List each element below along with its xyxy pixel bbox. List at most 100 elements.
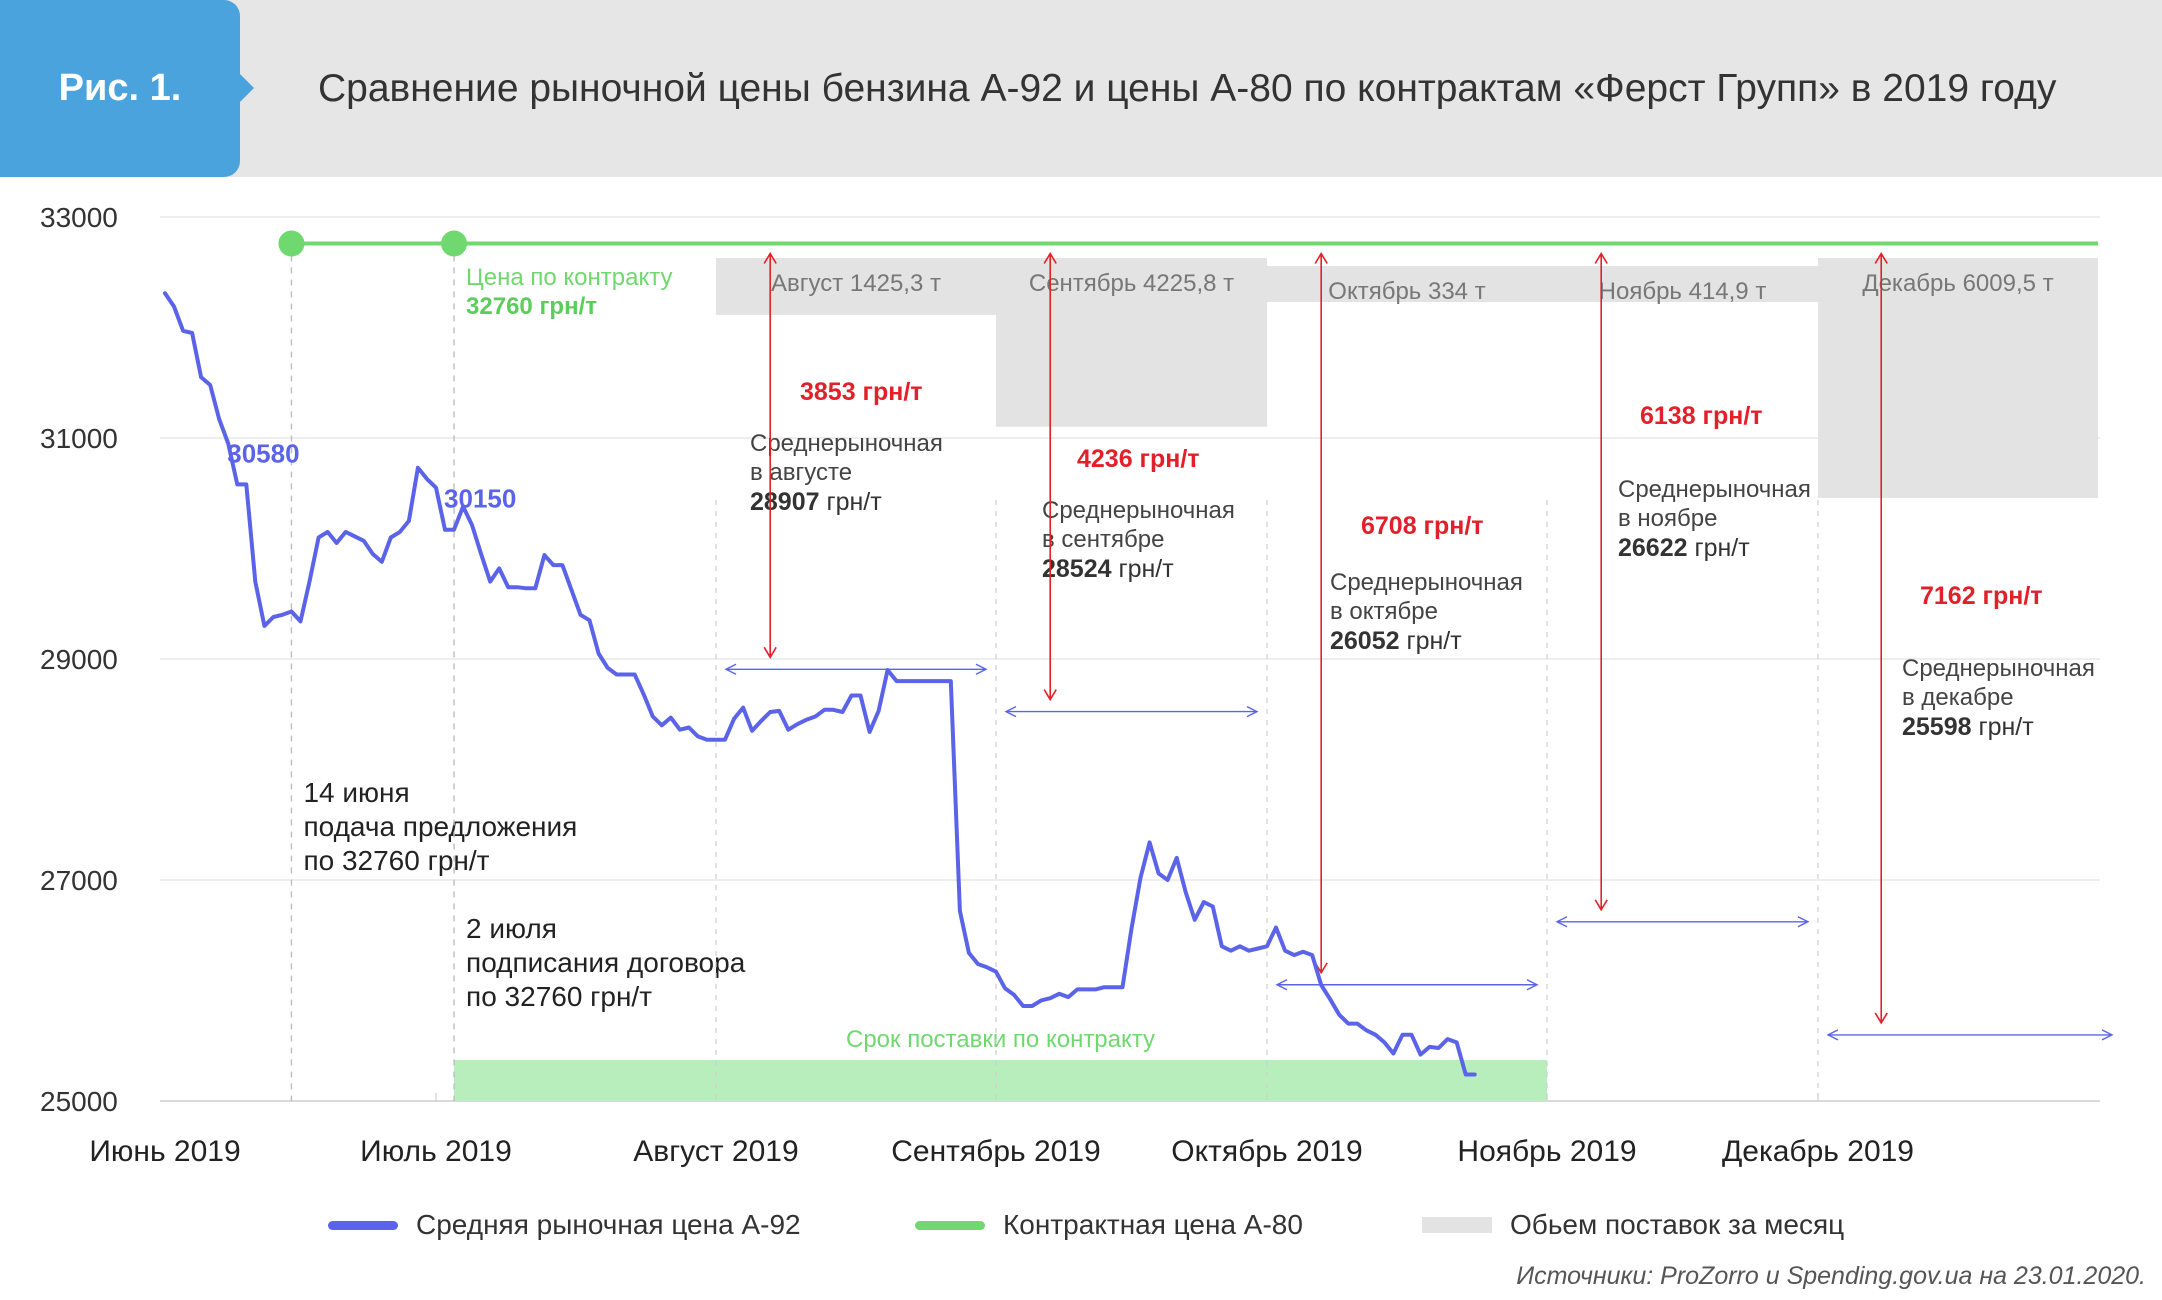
average-number: 28907 [750,488,820,516]
legend: Средняя рыночная цена А-92 Контрактная ц… [0,1195,2162,1255]
contract-marker [441,230,468,257]
average-value: 28907 грн/т [750,488,882,516]
price-gap-arrow [1314,251,1328,975]
average-arrow-head-left [1275,979,1288,991]
average-value: 26052 грн/т [1330,627,1462,655]
event-text: подача предложения [303,811,577,842]
average-value: 25598 грн/т [1902,713,2034,741]
volume-label: Ноябрь 414,9 т [1599,278,1767,305]
average-arrow [1555,916,1810,928]
event-text: по 32760 грн/т [466,981,652,1012]
average-arrow [724,663,988,675]
average-number: 28524 [1042,555,1112,583]
legend-item-contract: Контрактная цена А-80 [915,1195,1303,1255]
price-gap-arrow-head-bottom [763,646,777,659]
badge-arrow [240,74,254,102]
average-arrow-head-right [1246,705,1259,718]
market-price-line [163,291,1477,1077]
average-unit: грн/т [1688,534,1751,562]
average-arrow-head-right [1526,979,1539,991]
price-gap-arrow [1043,251,1057,702]
average-caption: Среднерыночная [1330,569,1523,596]
event-text: подписания договора [466,947,746,978]
price-gap-arrow-head-top [1874,251,1888,264]
price-gap-arrow-head-bottom [1043,689,1057,702]
average-caption: Среднерыночная [1902,655,2095,682]
y-tick-label: 25000 [40,1086,118,1117]
average-caption: в августе [750,459,852,486]
price-gap-arrow-head-bottom [1874,1012,1888,1025]
price-gap-arrow-head-bottom [1594,899,1608,912]
average-arrow-head-left [1004,705,1017,718]
delivery-period-bar [454,1060,1548,1101]
figure-badge [0,0,240,177]
average-arrow-head-left [724,663,737,675]
volume-label: Сентябрь 4225,8 т [1029,270,1234,297]
figure-number: Рис. 1. [58,67,182,109]
volume-label: Октябрь 334 т [1328,278,1485,305]
header-bar: Рис. 1. Сравнение рыночной цены бензина … [0,0,2162,177]
x-tick-label: Ноябрь 2019 [1457,1135,1636,1168]
average-unit: грн/т [1972,713,2035,741]
average-value: 28524 грн/т [1042,555,1174,583]
average-number: 26622 [1618,534,1688,562]
average-caption: в октябре [1330,598,1438,625]
market-point-label: 30150 [444,484,516,514]
average-arrow [1275,979,1539,991]
volume-label: Август 1425,3 т [771,270,941,297]
price-gap-arrow-head-top [1043,251,1057,264]
x-tick-label: Декабрь 2019 [1722,1135,1914,1168]
y-tick-label: 33000 [40,202,118,233]
contract-value-label: 32760 грн/т [466,293,597,320]
event-text: по 32760 грн/т [303,845,489,876]
average-unit: грн/т [1400,627,1463,655]
legend-label-volume: Обьем поставок за месяц [1510,1209,1845,1240]
price-gap-label: 6138 грн/т [1640,402,1763,430]
average-arrow [1004,705,1259,718]
price-gap-arrow [763,251,777,659]
price-gap-arrow [1874,251,1888,1025]
average-caption: в сентябре [1042,526,1164,553]
x-tick-label: Октябрь 2019 [1171,1135,1362,1168]
price-gap-arrow-head-top [1314,251,1328,264]
volume-bar [1547,266,1818,302]
average-caption: Среднерыночная [750,430,943,457]
y-tick-label: 27000 [40,865,118,896]
event-text: 2 июля [466,913,557,944]
contract-label: Цена по контракту [466,264,672,291]
volume-bar [715,258,997,315]
average-caption: Среднерыночная [1042,497,1235,524]
volume-bar [1817,258,2098,498]
legend-item-market: Средняя рыночная цена А-92 [328,1195,801,1255]
average-value: 26622 грн/т [1618,534,1750,562]
legend-label-contract: Контрактная цена А-80 [1003,1209,1303,1240]
price-gap-arrow [1594,251,1608,912]
average-caption: в декабре [1902,684,2014,711]
price-gap-label: 3853 грн/т [800,378,923,406]
legend-swatch-contract [915,1220,985,1230]
market-point-label: 30580 [227,438,299,468]
average-unit: грн/т [1112,555,1175,583]
y-tick-label: 31000 [40,423,118,454]
chart-title: Сравнение рыночной цены бензина А-92 и ц… [318,67,2057,110]
volume-bar [996,258,1267,427]
volume-label: Декабрь 6009,5 т [1862,270,2053,297]
average-caption: в ноябре [1618,505,1717,532]
x-tick-label: Июль 2019 [360,1135,512,1168]
source-note: Источники: ProZorro и Spending.gov.ua на… [1516,1262,2146,1290]
average-number: 26052 [1330,627,1400,655]
y-tick-label: 29000 [40,644,118,675]
price-gap-label: 7162 грн/т [1920,582,2043,610]
average-number: 25598 [1902,713,1972,741]
volume-bar [1266,266,1548,302]
price-gap-label: 4236 грн/т [1077,445,1200,473]
legend-swatch-market [328,1220,398,1230]
price-gap-arrow-head-top [763,251,777,264]
x-tick-label: Июнь 2019 [89,1135,240,1168]
event-text: 14 июня [303,777,409,808]
average-arrow-head-left [1555,916,1568,928]
delivery-period-label: Срок поставки по контракту [846,1026,1155,1053]
price-gap-label: 6708 грн/т [1361,512,1484,540]
average-arrow-head-right [975,663,988,675]
average-caption: Среднерыночная [1618,476,1811,503]
